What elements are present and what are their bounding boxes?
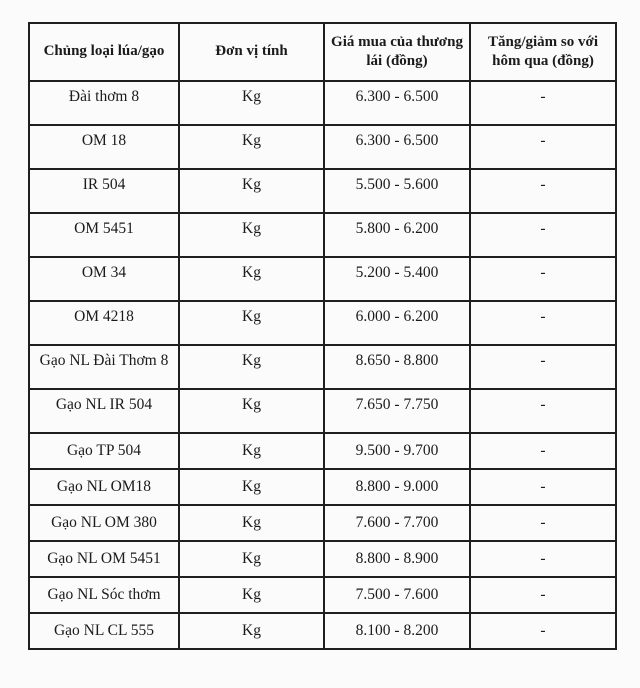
table-row: OM 4218 Kg 6.000 - 6.200- — [28, 300, 617, 346]
table-row: Gạo NL Đài Thơm 8 Kg 8.650 - 8.800- — [28, 344, 617, 390]
header-variety: Chủng loại lúa/gạo — [28, 22, 180, 82]
cell-unit: Kg — [178, 540, 325, 578]
cell-change: - — [469, 612, 617, 650]
cell-variety: Gạo NL OM 380 — [28, 504, 180, 542]
table-row: Gạo NL OM 380 Kg 7.600 - 7.700- — [28, 504, 617, 542]
cell-variety: OM 5451 — [28, 212, 180, 258]
cell-unit: Kg — [178, 432, 325, 470]
table-row: Gạo TP 504 Kg 9.500 - 9.700- — [28, 432, 617, 470]
table-row: IR 504 Kg 5.500 - 5.600- — [28, 168, 617, 214]
cell-variety: OM 34 — [28, 256, 180, 302]
cell-unit: Kg — [178, 124, 325, 170]
header-row: Chủng loại lúa/gạo Đơn vị tính Giá mua c… — [28, 22, 617, 82]
cell-change: - — [469, 80, 617, 126]
cell-unit: Kg — [178, 504, 325, 542]
cell-price: 6.300 - 6.500 — [323, 124, 471, 170]
cell-change: - — [469, 468, 617, 506]
cell-price: 8.650 - 8.800 — [323, 344, 471, 390]
table-row: Gạo NL IR 504 Kg 7.650 - 7.750- — [28, 388, 617, 434]
cell-price: 9.500 - 9.700 — [323, 432, 471, 470]
cell-price: 7.600 - 7.700 — [323, 504, 471, 542]
cell-unit: Kg — [178, 576, 325, 614]
cell-variety: OM 4218 — [28, 300, 180, 346]
table-header: Chủng loại lúa/gạo Đơn vị tính Giá mua c… — [28, 22, 617, 82]
table-row: Gạo NL CL 555 Kg 8.100 - 8.200- — [28, 612, 617, 650]
cell-unit: Kg — [178, 468, 325, 506]
cell-price: 5.500 - 5.600 — [323, 168, 471, 214]
cell-price: 6.000 - 6.200 — [323, 300, 471, 346]
table-row: OM 34 Kg 5.200 - 5.400- — [28, 256, 617, 302]
cell-price: 6.300 - 6.500 — [323, 80, 471, 126]
table-row: OM 5451 Kg 5.800 - 6.200- — [28, 212, 617, 258]
cell-change: - — [469, 388, 617, 434]
cell-unit: Kg — [178, 256, 325, 302]
cell-change: - — [469, 300, 617, 346]
cell-change: - — [469, 504, 617, 542]
cell-unit: Kg — [178, 212, 325, 258]
header-price: Giá mua của thương lái (đồng) — [323, 22, 471, 82]
cell-change: - — [469, 256, 617, 302]
cell-variety: IR 504 — [28, 168, 180, 214]
cell-price: 5.800 - 6.200 — [323, 212, 471, 258]
header-change: Tăng/giảm so với hôm qua (đồng) — [469, 22, 617, 82]
cell-change: - — [469, 168, 617, 214]
cell-unit: Kg — [178, 300, 325, 346]
table-row: OM 18 Kg 6.300 - 6.500- — [28, 124, 617, 170]
cell-variety: Gạo TP 504 — [28, 432, 180, 470]
header-unit: Đơn vị tính — [178, 22, 325, 82]
cell-price: 8.800 - 8.900 — [323, 540, 471, 578]
cell-change: - — [469, 540, 617, 578]
cell-change: - — [469, 432, 617, 470]
table-body: Đài thơm 8 Kg 6.300 - 6.500- OM 18 Kg 6.300 -… — [28, 80, 617, 650]
cell-variety: Gạo NL Đài Thơm 8 — [28, 344, 180, 390]
cell-change: - — [469, 344, 617, 390]
table-row: Gạo NL OM18 Kg 8.800 - 9.000- — [28, 468, 617, 506]
cell-variety: Đài thơm 8 — [28, 80, 180, 126]
cell-price: 7.500 - 7.600 — [323, 576, 471, 614]
cell-unit: Kg — [178, 168, 325, 214]
cell-price: 8.800 - 9.000 — [323, 468, 471, 506]
cell-price: 5.200 - 5.400 — [323, 256, 471, 302]
cell-variety: Gạo NL IR 504 — [28, 388, 180, 434]
cell-change: - — [469, 124, 617, 170]
table-row: Gạo NL OM 5451 Kg 8.800 - 8.900- — [28, 540, 617, 578]
cell-variety: Gạo NL Sóc thơm — [28, 576, 180, 614]
rice-price-table: Chủng loại lúa/gạo Đơn vị tính Giá mua c… — [28, 22, 617, 650]
cell-unit: Kg — [178, 388, 325, 434]
cell-variety: Gạo NL OM 5451 — [28, 540, 180, 578]
cell-price: 8.100 - 8.200 — [323, 612, 471, 650]
table-row: Gạo NL Sóc thơm Kg 7.500 - 7.600- — [28, 576, 617, 614]
cell-variety: Gạo NL CL 555 — [28, 612, 180, 650]
cell-change: - — [469, 212, 617, 258]
cell-variety: OM 18 — [28, 124, 180, 170]
cell-price: 7.650 - 7.750 — [323, 388, 471, 434]
cell-unit: Kg — [178, 612, 325, 650]
cell-change: - — [469, 576, 617, 614]
cell-unit: Kg — [178, 344, 325, 390]
table-row: Đài thơm 8 Kg 6.300 - 6.500- — [28, 80, 617, 126]
cell-variety: Gạo NL OM18 — [28, 468, 180, 506]
cell-unit: Kg — [178, 80, 325, 126]
